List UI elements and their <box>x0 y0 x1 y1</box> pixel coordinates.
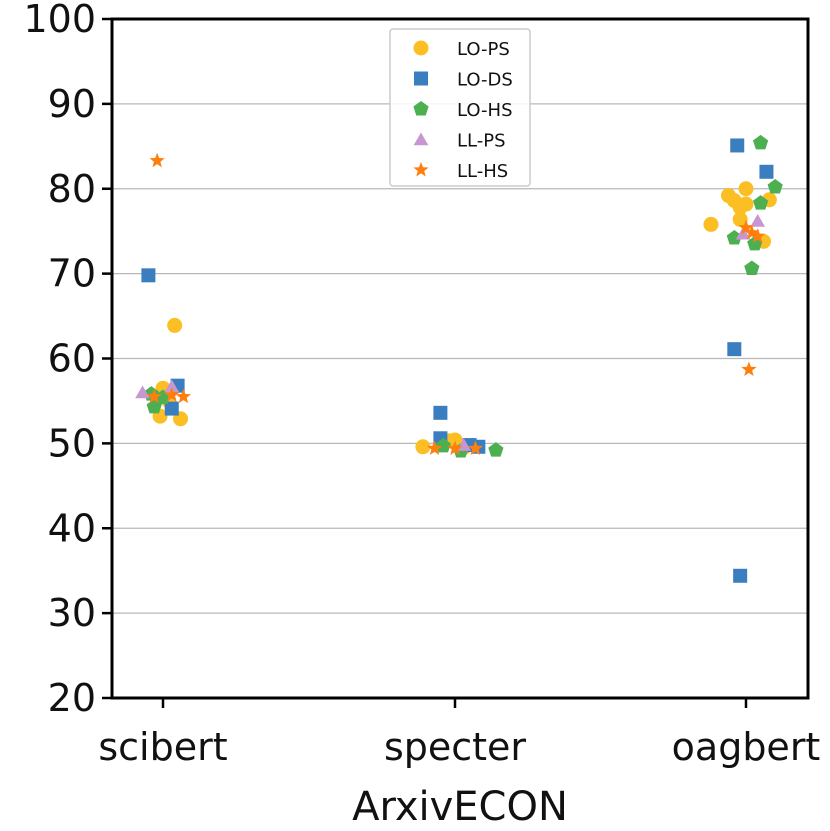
data-point <box>752 134 769 150</box>
data-point <box>447 440 463 455</box>
x-tick-label: specter <box>384 725 526 769</box>
data-point <box>426 440 443 455</box>
data-point <box>141 268 156 283</box>
series-lo-ds <box>141 138 774 583</box>
y-tick-label: 50 <box>48 421 96 465</box>
data-point <box>738 219 754 235</box>
y-tick-label: 30 <box>48 591 96 635</box>
data-point <box>752 195 769 210</box>
data-point <box>738 181 754 197</box>
data-point <box>167 317 183 333</box>
data-point <box>759 164 774 179</box>
data-point <box>415 439 431 455</box>
legend-label: LO-HS <box>457 100 513 121</box>
data-point <box>164 387 180 402</box>
data-point <box>735 226 751 240</box>
y-tick-label: 90 <box>48 82 96 126</box>
legend: LO-PS LO-DS LO-HS LL-PS LL-HS <box>389 28 531 187</box>
data-point <box>741 361 757 377</box>
legend-marker <box>414 71 428 86</box>
legend-label: LL-PS <box>457 131 506 152</box>
series-ll-ps <box>135 214 766 451</box>
y-tick-label: 80 <box>48 167 96 211</box>
data-point <box>730 138 745 153</box>
y-tick-label: 40 <box>48 506 96 550</box>
y-tick-label: 60 <box>48 337 96 381</box>
y-axis: 20 30 40 50 60 70 80 90 100 <box>23 0 112 720</box>
data-point <box>750 214 766 227</box>
data-point <box>146 388 162 404</box>
data-point <box>703 216 719 232</box>
data-point <box>488 442 504 457</box>
y-tick-label: 100 <box>23 0 96 41</box>
data-point <box>744 224 760 240</box>
legend-label: LO-DS <box>457 70 513 91</box>
series-lo-ps <box>152 181 777 456</box>
data-point <box>164 379 180 393</box>
data-point <box>732 199 748 215</box>
legend-label: LO-PS <box>457 39 510 60</box>
legend-box <box>389 28 531 187</box>
x-axis: scibert specter oagbert <box>98 698 820 769</box>
data-point <box>175 388 192 404</box>
x-tick-label: oagbert <box>672 725 821 769</box>
legend-marker <box>413 162 429 177</box>
data-points <box>135 134 783 583</box>
data-point <box>733 568 748 583</box>
data-point <box>164 401 179 416</box>
y-tick-label: 70 <box>48 252 96 296</box>
x-axis-label: ArxivECON <box>352 784 568 830</box>
legend-marker <box>413 132 429 146</box>
data-point <box>744 260 760 275</box>
data-point <box>726 229 742 245</box>
data-point <box>767 179 783 194</box>
legend-marker <box>413 101 429 116</box>
series-ll-hs <box>146 152 766 455</box>
data-point <box>732 211 748 227</box>
legend-label: LL-HS <box>457 161 508 182</box>
x-tick-label: scibert <box>98 725 227 769</box>
y-tick-label: 20 <box>48 676 96 720</box>
data-point <box>135 385 150 399</box>
data-point <box>435 437 451 453</box>
data-point <box>467 440 484 455</box>
data-point <box>149 152 165 168</box>
data-point <box>750 228 766 243</box>
legend-marker <box>413 40 429 56</box>
data-point <box>433 405 448 420</box>
data-point <box>727 342 742 357</box>
